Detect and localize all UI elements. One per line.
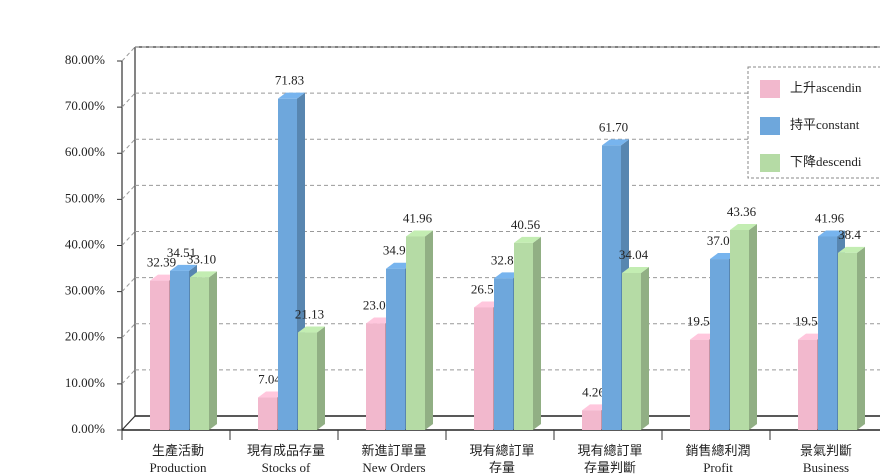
bar	[406, 236, 425, 430]
bar-top	[838, 246, 865, 253]
bar-side	[425, 230, 433, 430]
bar	[258, 397, 277, 430]
value-label: 41.96	[403, 210, 433, 225]
bar-top	[622, 266, 649, 273]
bar	[602, 145, 621, 430]
bar-top	[190, 271, 217, 278]
legend-swatch	[760, 117, 780, 135]
bar	[582, 410, 601, 430]
value-label: 32.39	[147, 255, 176, 270]
value-label: 23.08	[363, 298, 392, 313]
x-tick-label: 銷售總利潤	[685, 443, 750, 458]
value-label: 43.36	[727, 204, 757, 219]
value-label: 41.96	[815, 210, 845, 225]
grid-line	[121, 138, 136, 154]
value-label: 19.58	[687, 314, 716, 329]
x-tick-label: Stocks of	[262, 460, 311, 475]
x-tick-label: Profit	[703, 460, 733, 475]
value-label: 40.56	[511, 217, 541, 232]
value-label: 37.06	[707, 233, 737, 248]
value-label: 34.51	[167, 245, 196, 260]
value-label: 38.4	[838, 227, 861, 242]
bar	[494, 278, 513, 430]
grid-line	[121, 277, 136, 292]
bar-top	[818, 230, 845, 237]
bar-top	[298, 326, 325, 333]
x-tick-label: 景氣判斷	[800, 443, 852, 458]
legend-label: 上升ascendin	[790, 80, 862, 95]
bar	[710, 259, 729, 430]
grid-line	[121, 185, 136, 200]
grid-line	[121, 92, 136, 108]
bar	[150, 280, 169, 430]
bar	[690, 339, 709, 430]
value-label: 19.58	[795, 314, 824, 329]
grid-line	[121, 46, 136, 62]
bar	[366, 323, 385, 430]
grid-line	[121, 323, 136, 339]
grid-line	[121, 231, 136, 246]
x-tick-label: Business	[803, 460, 849, 475]
bar	[730, 230, 749, 430]
value-label: 26.57	[471, 281, 501, 296]
x-tick-label: 存量判斷	[584, 460, 636, 475]
bar-top	[278, 92, 305, 99]
y-tick-label: 50.00%	[65, 190, 105, 205]
value-label: 4.26	[582, 384, 605, 399]
bar	[622, 272, 641, 430]
grid-line	[121, 369, 136, 385]
x-tick-label: 現有總訂單	[577, 443, 642, 458]
x-tick-label: 存量	[489, 460, 515, 475]
value-label: 21.13	[295, 307, 324, 322]
bar	[278, 98, 297, 430]
bar-top	[602, 139, 629, 146]
x-tick-label: 現有成品存量	[247, 443, 325, 458]
y-tick-label: 20.00%	[65, 329, 105, 344]
bar-side	[209, 271, 217, 430]
bar	[170, 270, 189, 430]
value-label: 32.87	[491, 252, 521, 267]
x-tick-label: 生產活動	[152, 443, 204, 458]
value-label: 71.83	[275, 73, 304, 88]
x-tick-label: 新進訂單量	[361, 443, 426, 458]
bar-top	[170, 264, 197, 271]
bar-side	[857, 246, 865, 430]
bar	[474, 307, 493, 430]
bar	[190, 277, 209, 430]
y-tick-label: 70.00%	[65, 98, 105, 113]
bar-side	[317, 326, 325, 430]
y-tick-label: 10.00%	[65, 375, 105, 390]
value-label: 61.70	[599, 119, 628, 134]
bar-top	[730, 224, 757, 231]
y-tick-label: 80.00%	[65, 52, 105, 67]
bar	[514, 242, 533, 430]
value-label: 34.97	[383, 243, 413, 258]
y-tick-label: 0.00%	[71, 421, 105, 436]
bar	[818, 236, 837, 430]
legend-label: 下降descendi	[790, 154, 862, 169]
value-label: 7.04	[258, 372, 281, 387]
bar-top	[406, 230, 433, 237]
y-tick-label: 60.00%	[65, 144, 105, 159]
x-tick-label: 現有總訂單	[469, 443, 534, 458]
bar-top	[514, 236, 541, 243]
bar	[386, 268, 405, 430]
x-tick-label: New Orders	[362, 460, 425, 475]
bar	[838, 252, 857, 430]
legend-label: 持平constant	[790, 117, 860, 132]
y-tick-label: 30.00%	[65, 283, 105, 298]
legend-swatch	[760, 154, 780, 172]
bar-side	[749, 224, 757, 430]
bar-side	[533, 236, 541, 430]
y-tick-label: 40.00%	[65, 236, 105, 251]
bar-side	[641, 266, 649, 430]
legend-swatch	[760, 80, 780, 98]
bar	[798, 339, 817, 430]
x-tick-label: Production	[149, 460, 207, 475]
value-label: 34.04	[619, 247, 649, 262]
bar	[298, 332, 317, 430]
value-label: 33.10	[187, 251, 216, 266]
